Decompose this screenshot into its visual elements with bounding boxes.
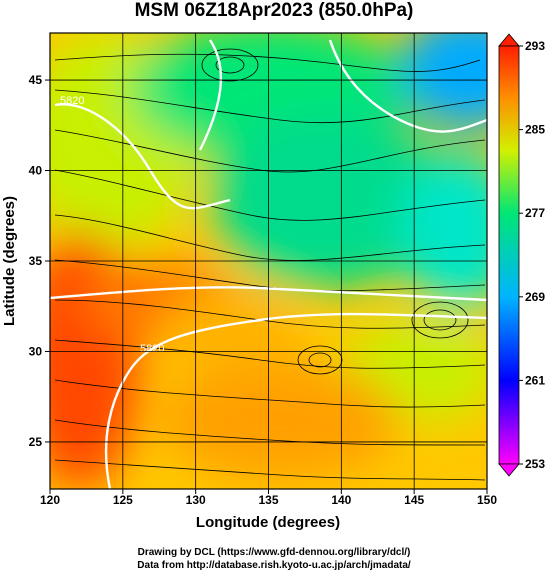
y-tick-label: 35 (29, 254, 43, 268)
x-tick-label: 130 (186, 493, 206, 507)
colorbar-tick-label: 285 (525, 123, 545, 137)
chart-title: MSM 06Z18Apr2023 (850.0hPa) (134, 0, 414, 21)
y-tick-label: 25 (29, 435, 43, 449)
contour-line (104, 312, 487, 489)
colorbar: 253 261 269 277 285 293 (498, 33, 545, 477)
streamline (54, 259, 486, 292)
colorbar-tick-label: 261 (525, 373, 545, 387)
streamline (54, 129, 486, 173)
y-axis: 25 30 35 40 45 (29, 73, 50, 449)
x-tick-label: 135 (258, 493, 278, 507)
streamline-vortex (297, 345, 343, 375)
contour-labels: 5820 5820 (60, 95, 164, 355)
contour-label: 5820 (140, 343, 164, 355)
credit-drawing: Drawing by DCL (https://www.gfd-dennou.o… (137, 547, 411, 558)
colorbar-bottom-triangle (498, 463, 520, 477)
x-tick-label: 145 (404, 493, 424, 507)
streamline-vortex (423, 309, 457, 331)
contour-line (50, 286, 487, 302)
streamline-vortex (308, 352, 332, 368)
colorbar-tick-label: 277 (525, 206, 545, 220)
temperature-field (50, 33, 487, 489)
streamline (54, 419, 486, 446)
streamline (54, 53, 481, 72)
colorbar-tick-label: 269 (525, 290, 545, 304)
y-axis-label: Latitude (degrees) (1, 196, 18, 326)
credit-data-source: Data from http://database.rish.kyoto-u.a… (137, 560, 411, 571)
grid-lines (50, 33, 487, 489)
colorbar-top-triangle (498, 33, 520, 47)
colorbar-tick-label: 293 (525, 39, 545, 53)
y-tick-label: 30 (29, 344, 43, 358)
contour-line (54, 103, 231, 210)
streamline (54, 339, 486, 369)
colorbar-bar (498, 45, 520, 465)
x-tick-label: 125 (113, 493, 133, 507)
x-axis-label: Longitude (degrees) (196, 514, 340, 531)
streamline-vortex (411, 301, 469, 339)
x-tick-label: 120 (40, 493, 60, 507)
streamline-vortex (215, 56, 245, 74)
height-contours (50, 39, 487, 489)
contour-label: 5820 (60, 95, 84, 107)
colorbar-ticks: 253 261 269 277 285 293 (519, 39, 545, 471)
streamline (54, 214, 486, 261)
streamline (54, 169, 486, 221)
y-tick-label: 45 (29, 73, 43, 87)
contour-line (198, 39, 223, 151)
colorbar-tick-label: 253 (525, 457, 545, 471)
x-axis: 120 125 130 135 140 145 150 (40, 489, 497, 507)
x-tick-label: 140 (331, 493, 351, 507)
streamline-vortex (201, 48, 259, 82)
streamline (54, 379, 486, 408)
y-tick-label: 40 (29, 164, 43, 178)
x-tick-label: 150 (477, 493, 497, 507)
